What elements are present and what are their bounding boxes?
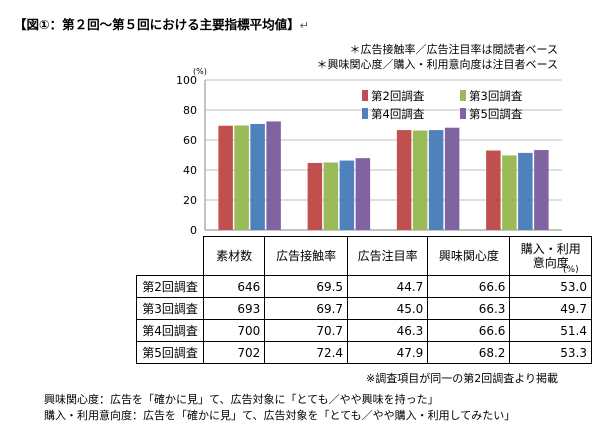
legend-swatch: [362, 90, 368, 101]
return-mark-icon: ↵: [299, 19, 309, 32]
table-cell: 51.4: [509, 319, 592, 342]
data-table: 素材数 広告接触率 広告注目率 興味関心度 購入・利用 意向度 第2回調査 64…: [135, 236, 592, 364]
table-cell: 702: [203, 341, 266, 364]
bar: [355, 158, 371, 230]
legend-label: 第2回調査: [371, 89, 425, 103]
table-unit: (%): [563, 265, 579, 275]
table-cell: 69.7: [264, 297, 349, 320]
table-cell: 66.3: [427, 297, 511, 320]
bar: [339, 160, 355, 230]
row-label: 第4回調査: [135, 319, 205, 342]
definition-interest: 興味関心度：広告を「確かに見」て、広告対象に「とても／やや興味を持った」: [44, 393, 439, 406]
header-interest: 興味関心度: [427, 236, 511, 276]
survey-note: ※調査項目が同一の第2回調査より掲載: [366, 372, 558, 385]
definitions: 興味関心度：広告を「確かに見」て、広告対象に「とても／やや興味を持った」 購入・…: [44, 392, 515, 424]
y-tick-label: 80: [183, 104, 197, 117]
legend-label: 第4回調査: [371, 107, 425, 121]
table-cell: 70.7: [264, 319, 349, 342]
header-contact: 広告接触率: [264, 236, 349, 276]
bar: [250, 123, 265, 230]
bar: [412, 130, 428, 230]
header-attention: 広告注目率: [347, 236, 429, 276]
page-title: 【図①：第２回～第５回における主要指標平均値】↵: [14, 14, 309, 33]
bar: [486, 150, 501, 230]
table-corner: [136, 236, 205, 276]
legend-label: 第5回調査: [469, 107, 523, 121]
table-cell: 45.0: [347, 297, 429, 320]
bar: [518, 152, 533, 230]
row-label: 第5回調査: [135, 341, 205, 364]
legend-item: 第4回調査: [362, 106, 424, 122]
y-tick-label: 60: [183, 134, 197, 147]
table-cell: 646: [203, 275, 266, 298]
bar: [218, 125, 233, 230]
table-row: 第3回調査 693 69.7 45.0 66.3 49.7: [135, 297, 592, 320]
table-row: 第5回調査 702 72.4 47.9 68.2 53.3: [135, 341, 592, 364]
row-label: 第3回調査: [135, 297, 205, 320]
bar: [502, 155, 517, 230]
table-row: 第2回調査 646 69.5 44.7 66.6 53.0: [135, 275, 592, 298]
legend-item: 第2回調査: [362, 88, 424, 104]
base-note-1: ＊広告接触率／広告注目率は閲読者ベース: [349, 43, 558, 56]
y-axis-unit: (%): [193, 67, 207, 76]
bar: [396, 130, 412, 230]
base-notes: ＊広告接触率／広告注目率は閲読者ベース ＊興味関心度／購入・利用意向度は注目者ベ…: [317, 42, 558, 72]
table-cell: 44.7: [347, 275, 429, 298]
header-materials: 素材数: [203, 236, 266, 276]
table-cell: 72.4: [264, 341, 349, 364]
table-cell: 47.9: [347, 341, 429, 364]
base-note-2: ＊興味関心度／購入・利用意向度は注目者ベース: [316, 58, 558, 71]
table-cell: 693: [203, 297, 266, 320]
table-cell: 53.0: [509, 275, 592, 298]
table-cell: 66.6: [427, 275, 511, 298]
bar: [307, 162, 323, 230]
table-cell: 53.3: [509, 341, 592, 364]
legend-swatch: [460, 90, 466, 101]
bar: [266, 121, 281, 230]
table-header-row: 素材数 広告接触率 広告注目率 興味関心度 購入・利用 意向度: [136, 236, 592, 276]
legend-swatch: [362, 108, 368, 119]
header-purchase-line1: 購入・利用: [520, 242, 581, 256]
row-label: 第2回調査: [135, 275, 205, 298]
table-cell: 69.5: [264, 275, 349, 298]
legend-swatch: [460, 108, 466, 119]
legend-label: 第3回調査: [469, 89, 523, 103]
table-cell: 49.7: [509, 297, 592, 320]
y-tick-label: 0: [190, 224, 197, 237]
bar: [444, 127, 460, 230]
bar: [428, 130, 444, 230]
legend-item: 第3回調査: [460, 88, 522, 104]
table-cell: 46.3: [347, 319, 429, 342]
table-cell: 68.2: [427, 341, 511, 364]
y-tick-label: 40: [183, 164, 197, 177]
definition-purchase: 購入・利用意向度：広告を「確かに見」て、広告対象を「とても／やや購入・利用してみ…: [44, 409, 516, 422]
legend-item: 第5回調査: [460, 106, 522, 122]
bar: [234, 125, 249, 230]
header-purchase-line2: 意向度: [532, 256, 569, 270]
bar: [534, 150, 549, 230]
y-tick-label: 100: [176, 74, 197, 87]
title-text: 【図①：第２回～第５回における主要指標平均値】: [14, 17, 300, 32]
table-cell: 700: [203, 319, 266, 342]
header-purchase: 購入・利用 意向度: [509, 236, 592, 276]
y-tick-label: 20: [183, 194, 197, 207]
table-row: 第4回調査 700 70.7 46.3 66.6 51.4: [135, 319, 592, 342]
table-cell: 66.6: [427, 319, 511, 342]
bar: [323, 162, 339, 230]
